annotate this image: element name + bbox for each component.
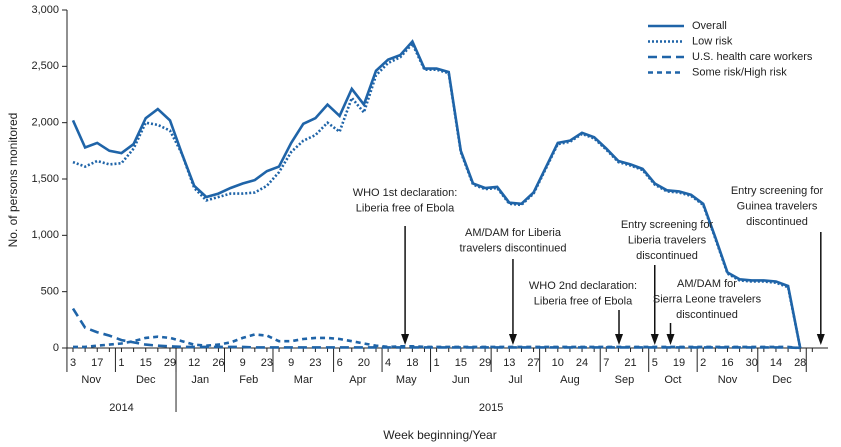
- annotation-arrowhead: [401, 334, 410, 345]
- annotation-text: discontinued: [636, 250, 698, 262]
- annotation-arrowhead: [615, 334, 624, 345]
- x-tick-label: 13: [503, 357, 515, 369]
- x-tick-label: 4: [385, 357, 391, 369]
- annotation-text: Sierra Leone travelers: [653, 293, 762, 305]
- month-label: Jun: [452, 374, 470, 386]
- legend-label: Low risk: [692, 35, 733, 47]
- annotation-text: WHO 1st declaration:: [353, 187, 458, 199]
- annotation-text: Entry screening for: [621, 219, 714, 231]
- x-tick-label: 9: [288, 357, 294, 369]
- x-tick-label: 10: [552, 357, 564, 369]
- annotation-arrowhead: [650, 334, 659, 345]
- x-tick-label: 1: [434, 357, 440, 369]
- y-tick-label: 2,500: [31, 60, 59, 72]
- month-label: Dec: [772, 374, 792, 386]
- x-tick-label: 23: [309, 357, 321, 369]
- x-tick-label: 26: [212, 357, 224, 369]
- legend-label: U.S. health care workers: [692, 51, 813, 63]
- x-axis-title: Week beginning/Year: [383, 428, 496, 442]
- annotation-text: discontinued: [746, 216, 808, 228]
- annotation-text: AM/DAM for: [677, 278, 737, 290]
- y-tick-label: 1,000: [31, 229, 59, 241]
- x-tick-label: 23: [261, 357, 273, 369]
- legend-label: Overall: [692, 20, 727, 32]
- month-label: Sep: [615, 374, 635, 386]
- x-tick-label: 21: [624, 357, 636, 369]
- x-tick-label: 15: [455, 357, 467, 369]
- x-tick-label: 12: [188, 357, 200, 369]
- x-tick-label: 5: [652, 357, 658, 369]
- y-tick-label: 0: [53, 342, 59, 354]
- x-tick-label: 24: [576, 357, 588, 369]
- year-label: 2015: [479, 402, 503, 414]
- month-label: Nov: [81, 374, 101, 386]
- month-label: Feb: [239, 374, 258, 386]
- x-tick-label: 30: [746, 357, 758, 369]
- x-tick-label: 9: [240, 357, 246, 369]
- annotation-text: Liberia free of Ebola: [356, 202, 455, 214]
- x-tick-label: 1: [118, 357, 124, 369]
- month-label: Oct: [664, 374, 681, 386]
- month-label: Jan: [191, 374, 209, 386]
- x-tick-label: 18: [406, 357, 418, 369]
- x-tick-label: 14: [770, 357, 782, 369]
- annotation-arrowhead: [508, 334, 517, 345]
- month-label: Mar: [294, 374, 313, 386]
- month-label: Apr: [349, 374, 366, 386]
- annotation-text: AM/DAM for Liberia: [465, 227, 562, 239]
- x-tick-label: 15: [140, 357, 152, 369]
- annotation-text: Liberia free of Ebola: [534, 295, 633, 307]
- x-tick-label: 3: [70, 357, 76, 369]
- y-axis-title: No. of persons monitored: [6, 113, 20, 248]
- y-tick-label: 3,000: [31, 4, 59, 16]
- month-label: Nov: [718, 374, 738, 386]
- x-tick-label: 6: [337, 357, 343, 369]
- annotation-text: Guinea travelers: [737, 200, 818, 212]
- annotation-text: WHO 2nd declaration:: [529, 280, 637, 292]
- x-tick-label: 27: [527, 357, 539, 369]
- series-line: [73, 333, 801, 350]
- annotation-text: discontinued: [676, 309, 738, 321]
- x-tick-label: 17: [91, 357, 103, 369]
- month-label: Dec: [136, 374, 156, 386]
- x-tick-label: 16: [721, 357, 733, 369]
- y-tick-label: 1,500: [31, 173, 59, 185]
- month-label: Aug: [560, 374, 580, 386]
- annotation-text: Liberia travelers: [628, 234, 707, 246]
- month-label: May: [396, 374, 417, 386]
- x-tick-label: 2: [700, 357, 706, 369]
- annotation-text: travelers discontinued: [459, 242, 566, 254]
- y-tick-label: 2,000: [31, 117, 59, 129]
- annotation-text: Entry screening for: [731, 185, 824, 197]
- legend-label: Some risk/High risk: [692, 66, 787, 78]
- month-label: Jul: [508, 374, 522, 386]
- x-tick-label: 29: [479, 357, 491, 369]
- annotation-arrowhead: [666, 334, 675, 345]
- x-tick-label: 20: [358, 357, 370, 369]
- series-line: [71, 307, 801, 350]
- year-label: 2014: [109, 402, 133, 414]
- x-tick-label: 19: [673, 357, 685, 369]
- x-tick-label: 7: [603, 357, 609, 369]
- x-tick-label: 28: [794, 357, 806, 369]
- annotation-arrowhead: [816, 334, 825, 345]
- x-tick-label: 29: [164, 357, 176, 369]
- y-tick-label: 500: [41, 286, 59, 298]
